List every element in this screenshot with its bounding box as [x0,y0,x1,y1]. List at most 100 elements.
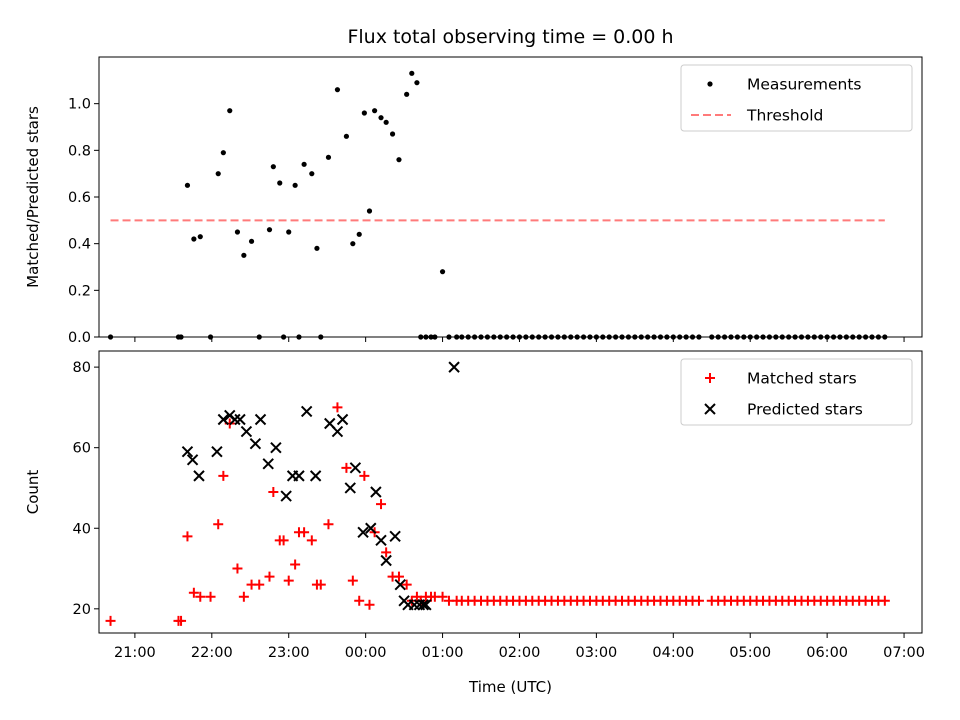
matched-star-point [347,575,358,586]
y-tick-label: 0.6 [68,190,91,206]
x-tick-label: 06:00 [806,645,848,661]
measurement-point [478,334,484,340]
measurement-point [683,334,689,340]
predicted-star-point [270,441,282,454]
measurement-point [869,334,875,340]
matched-star-point [205,591,216,602]
measurement-point [754,334,760,340]
matched-star-point [437,591,448,602]
measurement-point [677,334,683,340]
measurement-point [792,334,798,340]
matched-star-point [264,571,275,582]
y-tick-label: 40 [73,521,91,537]
matched-star-point [105,615,116,626]
legend-label: Matched stars [747,370,857,388]
predicted-star-point [408,599,421,611]
measurement-point [587,334,593,340]
predicted-star-point [380,554,392,567]
legend-label: Threshold [746,107,823,125]
measurement-point [638,334,644,340]
matched-star-point [693,595,704,606]
legend: Measurements Threshold [680,64,913,132]
matched-star-point [268,487,279,497]
predicted-star-point [186,454,199,466]
y-tick-label: 80 [73,360,91,376]
measurement-point [361,110,367,116]
measurement-point [446,334,452,340]
legend: Matched stars Predicted stars [680,358,913,426]
measurement-point [439,269,446,275]
predicted-star-point [331,425,344,438]
measurement-point [805,334,811,340]
measurement-point [296,334,302,340]
measurement-point [292,182,298,188]
measurement-point [824,334,830,340]
legend-label: Measurements [747,76,862,94]
matched-star-point [315,579,326,590]
predicted-star-point [217,413,230,426]
matched-star-point [232,563,243,574]
measurement-point [234,229,241,235]
x-tick-label: 00:00 [345,645,387,661]
measurement-point [843,334,849,340]
x-tick-label: 22:00 [191,645,233,661]
measurement-point [561,334,567,340]
measurement-point [593,334,599,340]
measurement-point [689,334,696,340]
predicted-star-point [420,599,432,611]
measurement-point [389,131,396,137]
measurement-point [459,334,465,340]
measurement-point [510,334,516,340]
measurement-point [862,334,869,340]
measurement-point [850,334,856,340]
series-predicted-stars [181,361,460,611]
measurement-point [280,334,287,340]
predicted-star-point [229,413,241,426]
predicted-star-point [394,578,406,591]
matched-star-point [306,535,317,546]
predicted-star-point [365,522,377,534]
measurement-point [728,334,734,340]
measurement-point [606,334,612,340]
measurement-point [856,334,862,340]
y-tick-label: 20 [73,602,91,618]
measurement-point [837,334,843,340]
measurement-point [318,334,324,340]
x-tick-label: 03:00 [575,645,617,661]
matched-star-point [341,462,352,473]
measurement-point [350,241,356,247]
predicted-star-point [300,405,313,418]
measurement-point [197,234,203,240]
measurement-point [248,238,255,244]
x-tick-label: 21:00 [114,645,156,661]
predicted-star-point [309,470,322,482]
measurement-point [645,334,651,340]
measurement-point [215,171,221,177]
measurement-point [378,115,384,121]
matched-star-point [278,535,289,546]
matched-star-point [254,579,265,590]
measurement-point [734,334,741,340]
measurement-point [491,334,497,340]
measurement-point [786,334,792,340]
measurement-point [632,334,638,340]
y-tick-label: 0.2 [68,283,91,299]
measurement-point [178,334,184,340]
measurement-point [325,154,332,160]
y-tick-label: 0.0 [68,330,91,346]
measurement-point [343,133,350,139]
measurement-point [220,150,226,156]
matched-star-point [290,559,301,570]
matched-star-point [354,595,365,606]
measurement-point [664,334,670,340]
measurement-point [715,334,721,340]
measurement-point [472,334,478,340]
y-tick-label: 60 [73,441,91,457]
predicted-star-point [375,534,387,547]
measurement-point [107,334,114,340]
matched-star-point [188,587,199,598]
measurement-point [625,334,632,340]
measurement-point [882,334,888,340]
measurement-point [465,334,471,340]
measurement-point [454,334,460,340]
